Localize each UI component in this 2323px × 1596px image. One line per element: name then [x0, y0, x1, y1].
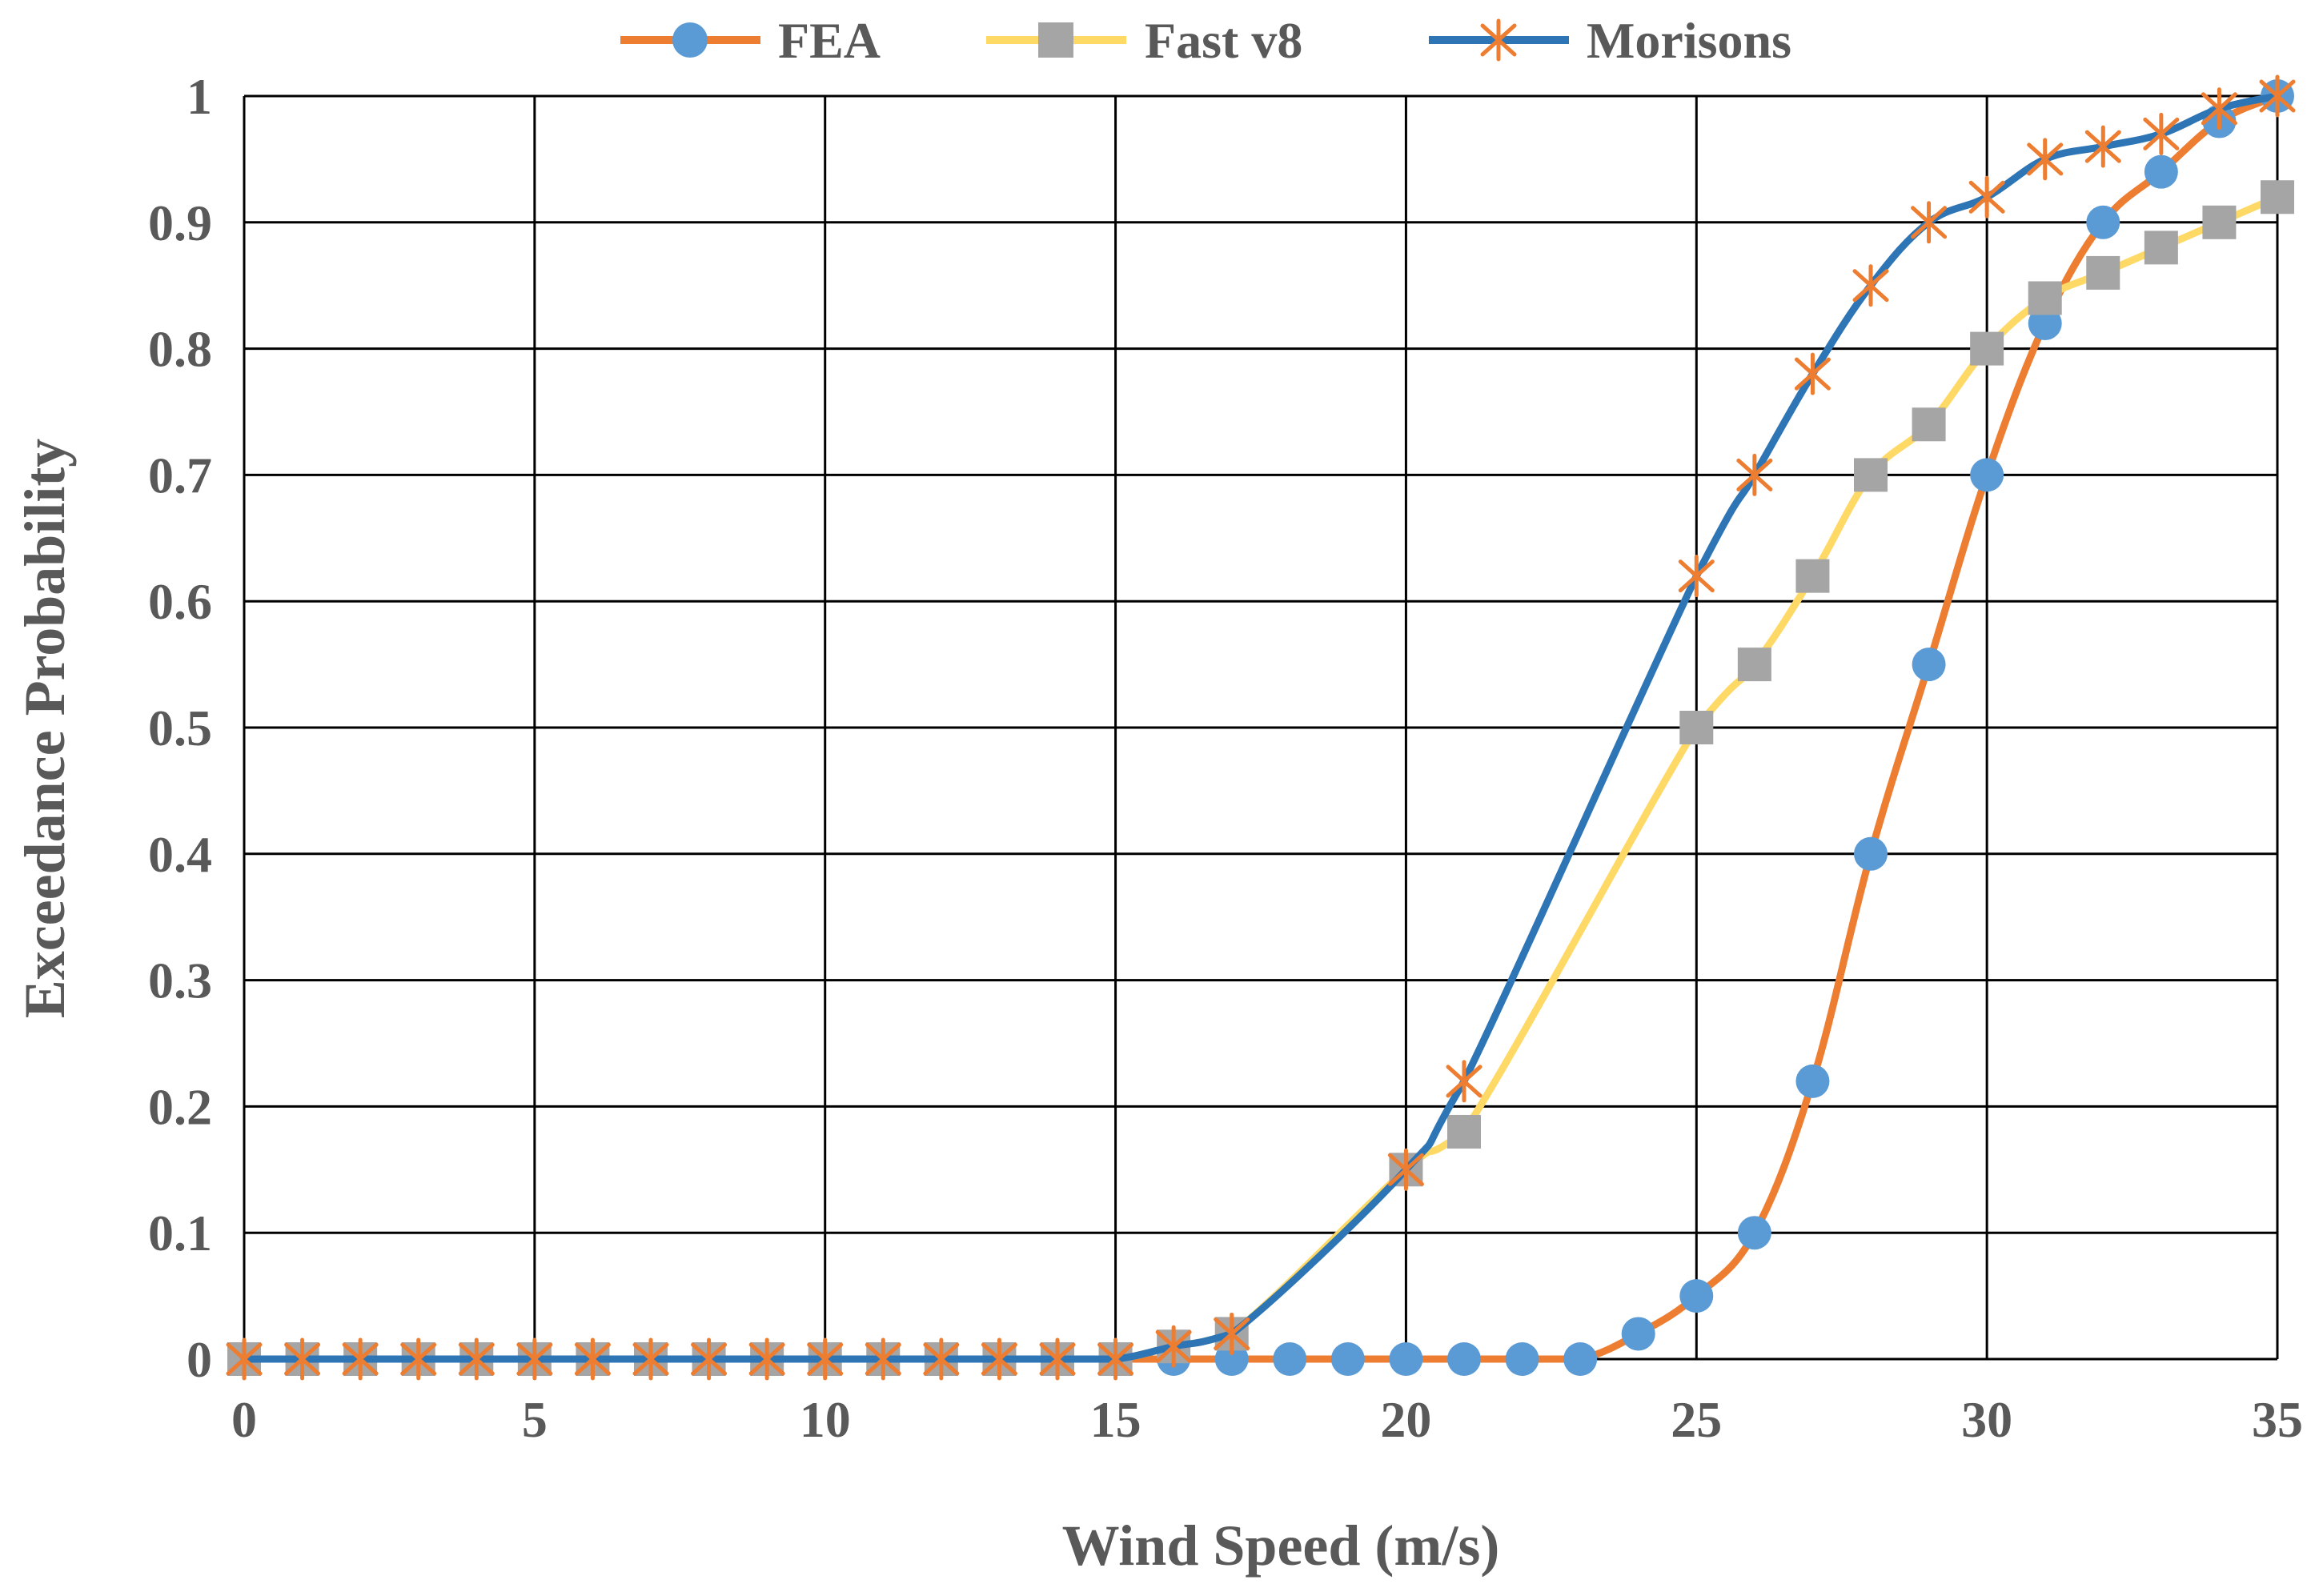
data-point-fea: [1505, 1342, 1539, 1376]
x-tick-label: 25: [1671, 1391, 1722, 1448]
x-tick-label: 20: [1380, 1391, 1431, 1448]
data-point-morisons: [1039, 1337, 1076, 1381]
y-tick-label: 1: [187, 68, 212, 125]
y-tick-label: 0.7: [148, 447, 212, 503]
data-point-morisons: [2143, 112, 2180, 155]
data-point-morisons: [458, 1337, 495, 1381]
data-point-fast-v8: [2028, 281, 2062, 315]
x-tick-label: 0: [231, 1391, 257, 1448]
data-point-fea: [1214, 1342, 1249, 1376]
data-point-fea: [1563, 1342, 1598, 1376]
series-line-morisons: [240, 92, 2281, 1363]
y-tick-label: 0.2: [148, 1078, 212, 1135]
x-tick-label: 35: [2252, 1391, 2303, 1448]
data-point-fea: [2028, 307, 2062, 341]
data-point-fast-v8: [1970, 331, 2004, 366]
data-point-morisons: [1852, 264, 1889, 307]
data-point-morisons: [1387, 1148, 1424, 1191]
data-point-fea: [1854, 836, 1888, 871]
data-point-fea: [1621, 1317, 1655, 1351]
data-point-fast-v8: [1737, 648, 1771, 682]
data-point-morisons: [1736, 453, 1773, 496]
data-point-morisons: [1097, 1337, 1134, 1381]
x-tick-label: 10: [800, 1391, 851, 1448]
data-point-morisons: [2201, 87, 2237, 130]
data-point-morisons: [807, 1337, 844, 1381]
data-point-morisons: [2027, 138, 2064, 181]
data-point-morisons: [226, 1337, 263, 1381]
y-axis-tick-labels: 0 0.1 0.2 0.3 0.4 0.5 0.6 0.7 0.8 0.9 1: [148, 68, 212, 1388]
data-point-morisons: [2259, 74, 2296, 118]
legend-label-morisons: Morisons: [1587, 12, 1791, 69]
data-point-fea: [1389, 1342, 1423, 1376]
data-point-fea: [1447, 1342, 1481, 1376]
x-axis-title: Wind Speed (m/s): [1062, 1514, 1500, 1578]
data-point-morisons: [284, 1337, 321, 1381]
data-point-morisons: [1911, 201, 1948, 244]
data-point-fea: [2086, 205, 2120, 239]
y-tick-label: 0.8: [148, 321, 212, 378]
y-tick-label: 0.3: [148, 952, 212, 1009]
data-point-fast-v8: [1447, 1114, 1481, 1149]
data-point-fast-v8: [2202, 205, 2237, 239]
data-point-fea: [1737, 1216, 1771, 1250]
data-point-fea: [1273, 1342, 1307, 1376]
data-point-fea: [1970, 458, 2004, 492]
data-point-fast-v8: [1795, 559, 1830, 593]
data-point-morisons: [574, 1337, 611, 1381]
data-point-morisons: [1678, 555, 1715, 598]
data-point-morisons: [632, 1337, 669, 1381]
data-point-fea: [1795, 1064, 1830, 1098]
data-point-morisons: [691, 1337, 728, 1381]
data-point-fast-v8: [2261, 180, 2294, 215]
data-point-fast-v8: [2086, 255, 2120, 290]
x-tick-label: 15: [1090, 1391, 1141, 1448]
legend-label-fast-v8: Fast v8: [1145, 12, 1302, 69]
data-point-morisons: [1214, 1312, 1250, 1355]
data-point-morisons: [1794, 352, 1831, 395]
series-layer: [226, 74, 2296, 1381]
data-point-morisons: [865, 1337, 901, 1381]
legend-label-fea: FEA: [778, 12, 881, 69]
data-point-fast-v8: [1854, 458, 1888, 492]
legend-item-fast-v8[interactable]: Fast v8: [986, 12, 1302, 69]
data-point-morisons: [2084, 125, 2121, 168]
y-axis-title: Exceedance Probability: [13, 439, 77, 1019]
data-point-morisons: [342, 1337, 379, 1381]
data-point-morisons: [1446, 1060, 1482, 1103]
data-point-fea: [1330, 1342, 1365, 1376]
x-tick-label: 30: [1961, 1391, 2012, 1448]
x-tick-label: 5: [522, 1391, 548, 1448]
data-point-fea: [1679, 1279, 1714, 1313]
y-tick-label: 0.6: [148, 573, 212, 630]
data-point-morisons: [516, 1337, 553, 1381]
data-point-morisons: [400, 1337, 437, 1381]
data-point-morisons: [981, 1337, 1017, 1381]
y-tick-label: 0.4: [148, 826, 212, 883]
data-point-morisons: [1968, 175, 2005, 219]
data-point-morisons: [748, 1337, 785, 1381]
legend-item-morisons[interactable]: Morisons: [1429, 12, 1791, 69]
data-point-morisons: [923, 1337, 960, 1381]
series-morisons: [226, 74, 2296, 1381]
y-tick-label: 0: [187, 1331, 212, 1388]
data-point-fast-v8: [1679, 711, 1714, 744]
data-point-fea: [1912, 648, 1946, 682]
data-point-fast-v8: [2144, 231, 2178, 265]
data-point-fea: [2144, 154, 2178, 189]
legend: FEA Fast v8 Morisons: [620, 12, 1791, 69]
data-point-morisons: [1155, 1325, 1192, 1368]
y-tick-label: 0.5: [148, 700, 212, 756]
legend-item-fea[interactable]: FEA: [620, 12, 881, 69]
x-axis-tick-labels: 0 5 10 15 20 25 30 35: [231, 1391, 2303, 1448]
y-tick-label: 0.1: [148, 1205, 212, 1261]
data-point-fast-v8: [1912, 407, 1946, 442]
y-tick-label: 0.9: [148, 194, 212, 251]
